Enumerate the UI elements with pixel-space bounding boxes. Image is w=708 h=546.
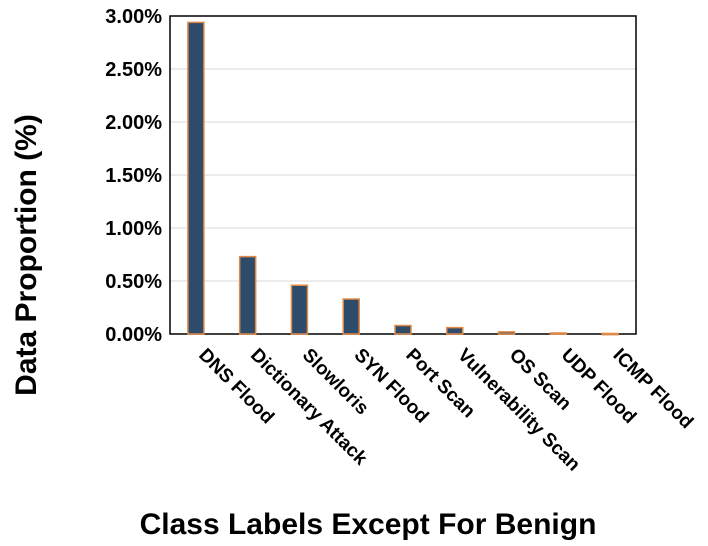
y-tick-label: 0.00% (105, 324, 162, 346)
bar (601, 332, 619, 336)
y-tick-label: 2.50% (105, 59, 162, 81)
gridlines (170, 68, 636, 282)
y-tick-label: 3.00% (105, 6, 162, 28)
bars (187, 21, 619, 336)
bar (446, 326, 464, 335)
bar (549, 332, 568, 335)
bar (497, 331, 516, 335)
bar (394, 324, 412, 335)
bar (187, 21, 205, 335)
bar (342, 298, 360, 335)
y-axis-title: Data Proportion (%) (10, 114, 43, 396)
y-tick-label: 0.50% (105, 271, 162, 293)
bar (238, 255, 257, 335)
bar (290, 284, 309, 335)
x-axis-title: Class Labels Except For Benign (140, 508, 597, 541)
y-axis-ticks: 0.00% 0.50% 1.00% 1.50% 2.00% 2.50% 3.00% (105, 6, 162, 346)
y-tick-label: 1.00% (105, 218, 162, 240)
y-tick-label: 2.00% (105, 112, 162, 134)
y-tick-label: 1.50% (105, 165, 162, 187)
